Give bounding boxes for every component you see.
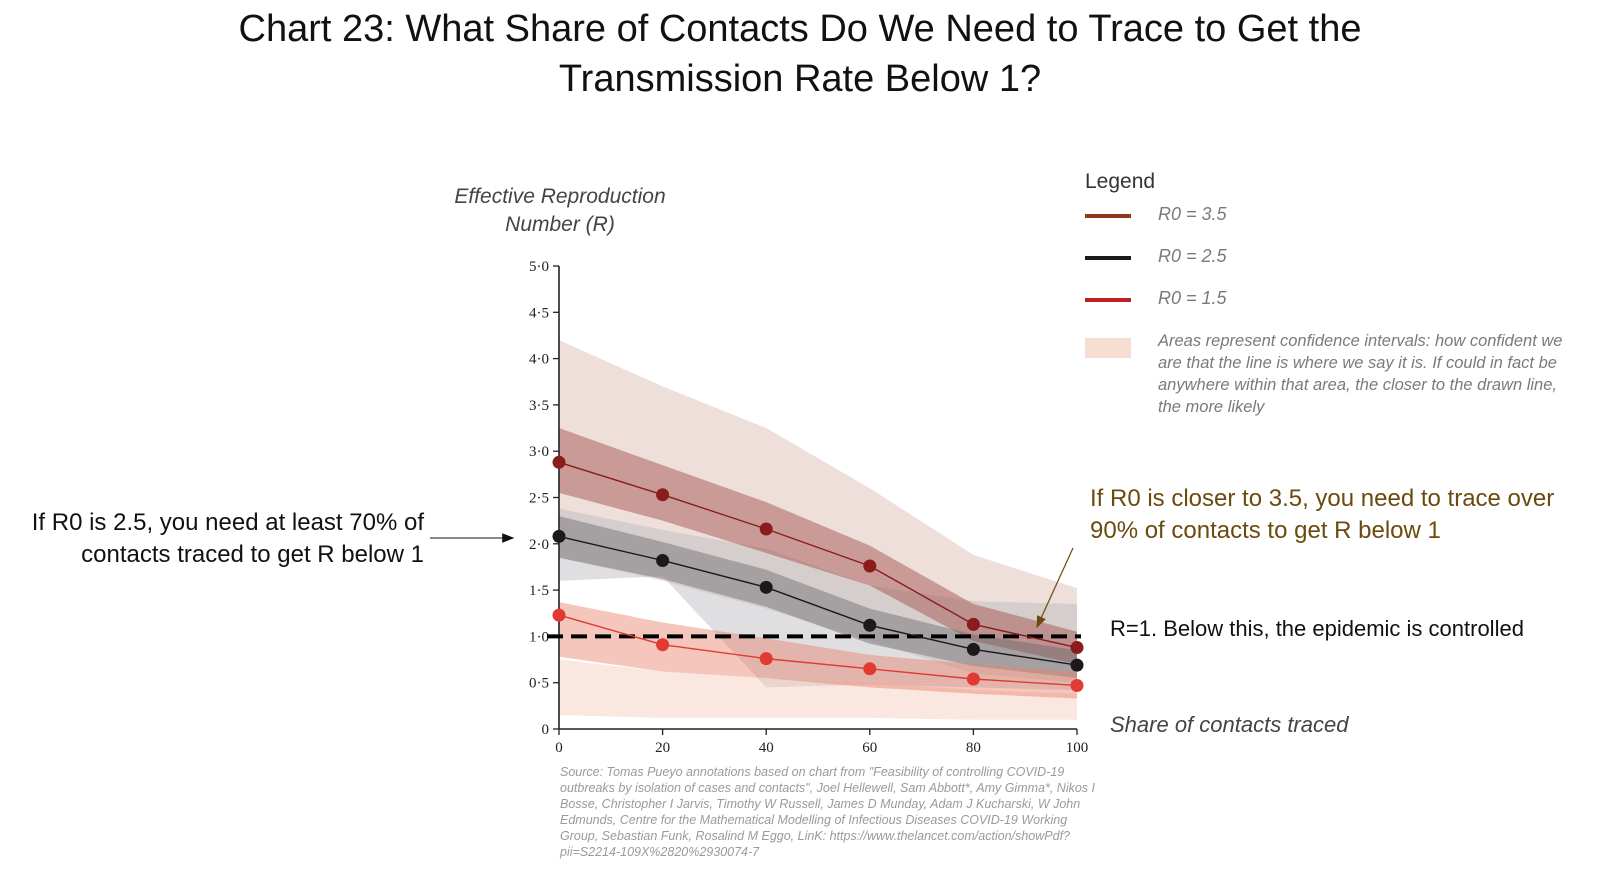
annotation-arrows [430,533,1074,629]
y-tick-label: 1·5 [529,583,549,599]
y-tick-label: 4·0 [529,352,549,368]
chart-axes: 0 0·5 1·0 1·5 2·0 2·5 3·0 3·5 4·0 4·5 5·0 0 20 40 60 80… [529,259,1088,756]
series-lines [552,455,1084,692]
legend-label: R0 = 3.5 [1158,204,1227,224]
legend-item-r0-1-5: R0 = 1.5 [1085,288,1585,330]
x-tick-label: 20 [655,740,670,756]
data-point [552,455,566,469]
legend: Legend R0 = 3.5 R0 = 2.5 R0 = 1.5 Areas … [1085,170,1585,420]
y-tick-label: 3·5 [529,398,549,414]
y-tick-label: 5·0 [529,259,549,275]
series-line [558,614,1078,687]
data-point [759,522,773,536]
outer-confidence-band [559,659,1077,720]
outer-confidence-band [559,340,1077,683]
data-point [966,617,980,631]
data-point [656,638,670,652]
data-point [1070,641,1084,655]
x-axis-label: Share of contacts traced [1110,712,1349,737]
annotation-right: If R0 is closer to 3.5, you need to trac… [1090,485,1555,544]
chart-title: Chart 23: What Share of Contacts Do We N… [238,8,1362,100]
legend-label: R0 = 2.5 [1158,246,1227,266]
y-tick-label: 3·0 [529,444,549,460]
legend-label: R0 = 1.5 [1158,288,1227,308]
data-point [656,553,670,567]
legend-swatch [1085,214,1131,218]
legend-area-swatch [1085,338,1131,358]
y-tick-label: 1·0 [529,629,549,645]
y-tick-label: 0 [542,722,550,738]
y-axis-label: Effective Reproduction Number (R) [454,185,666,236]
reference-line-label: R=1. Below this, the epidemic is control… [1110,616,1524,641]
legend-swatch [1085,298,1131,302]
x-tick-label: 100 [1066,740,1089,756]
legend-title: Legend [1085,170,1156,193]
data-point [863,618,877,632]
series-line [558,461,1078,649]
data-point [966,642,980,656]
arrow-right-annotation [1036,547,1074,629]
confidence-bands [559,340,1077,720]
y-tick-label: 0·5 [529,676,549,692]
series-line [558,535,1078,666]
source-note: Source: Tomas Pueyo annotations based on… [560,765,1095,859]
legend-item-r0-2-5: R0 = 2.5 [1085,246,1585,288]
annotation-left: If R0 is 2.5, you need at least 70% of c… [31,509,424,568]
data-point [1070,678,1084,692]
x-tick-label: 60 [862,740,877,756]
x-tick-label: 80 [966,740,981,756]
data-point [863,662,877,676]
inner-confidence-band [559,516,1077,679]
data-point [759,580,773,594]
data-point [863,559,877,573]
data-point [656,488,670,502]
y-tick-label: 2·0 [529,537,549,553]
outer-confidence-band [559,508,1077,691]
y-tick-label: 4·5 [529,305,549,321]
y-tick-label: 2·5 [529,491,549,507]
x-tick-label: 40 [759,740,774,756]
inner-confidence-band [559,428,1077,665]
data-point [759,652,773,666]
data-point [1070,658,1084,672]
data-point [552,608,566,622]
inner-confidence-band [559,602,1077,699]
data-point [966,672,980,686]
legend-item-r0-3-5: R0 = 3.5 [1085,204,1585,246]
legend-swatch [1085,256,1131,260]
legend-item-confidence-area: Areas represent confidence intervals: ho… [1085,330,1585,420]
x-tick-label: 0 [555,740,563,756]
legend-area-label: Areas represent confidence intervals: ho… [1158,332,1563,416]
data-point [552,529,566,543]
